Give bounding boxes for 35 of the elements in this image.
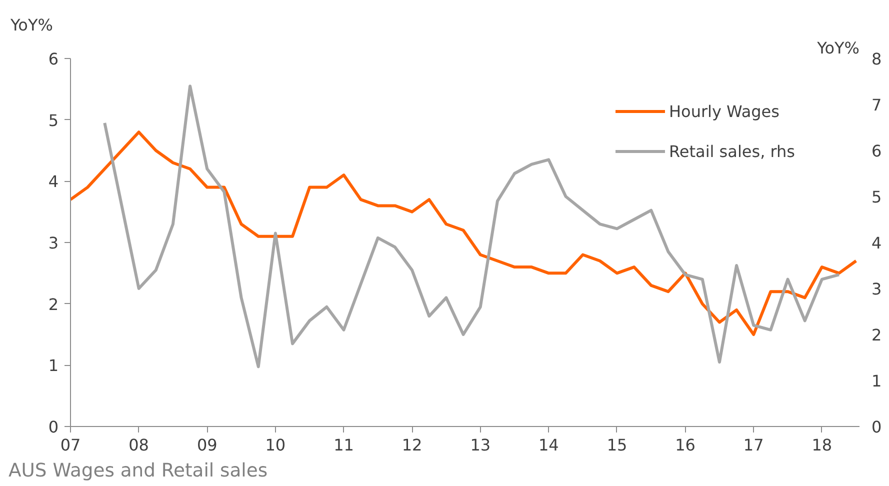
y2-tick-label: 8 [872,50,882,68]
x-tick-label: 18 [812,436,832,454]
y2-tick-label: 1 [872,372,882,390]
x-tick-label: 12 [402,436,422,454]
x-tick-label: 08 [128,436,149,454]
line-series [70,130,858,336]
y2-tick-label: 3 [872,280,882,298]
y-tick-label: 6 [48,50,59,68]
y-tick-label: 4 [48,172,59,192]
y-tick-label: 0 [48,418,59,436]
legend-label: Hourly Wages [669,102,780,120]
y2-tick-label: 6 [872,142,882,160]
y-tick-label: 2 [48,294,59,314]
y-axis-title: YoY% [10,16,53,34]
line-series [103,84,841,368]
x-tick-label: 14 [538,436,559,454]
y2-tick-label: 2 [872,326,882,344]
y-tick-label: 3 [48,234,59,252]
x-tick-label: 11 [334,436,354,454]
y2-tick-label: 7 [872,96,882,114]
y2-tick-label: 0 [872,418,882,436]
y2-tick-label: 5 [872,188,882,206]
y-tick-label: 5 [48,110,59,130]
text: AUS Wages and Retail sales [8,460,268,482]
x-tick-label: 17 [743,436,764,454]
x-tick-label: 07 [60,436,81,454]
x-tick-label: 15 [606,436,628,454]
x-tick-label: 10 [265,436,286,454]
y2-axis-title: YoY% [816,38,860,58]
y-tick-label: 1 [48,356,59,376]
y2-tick-label: 4 [872,234,882,252]
x-tick-label: 16 [675,436,696,454]
x-tick-label: 13 [470,436,491,454]
x-tick-label: 09 [196,436,218,454]
legend-label: Retail sales, rhs [669,142,796,160]
